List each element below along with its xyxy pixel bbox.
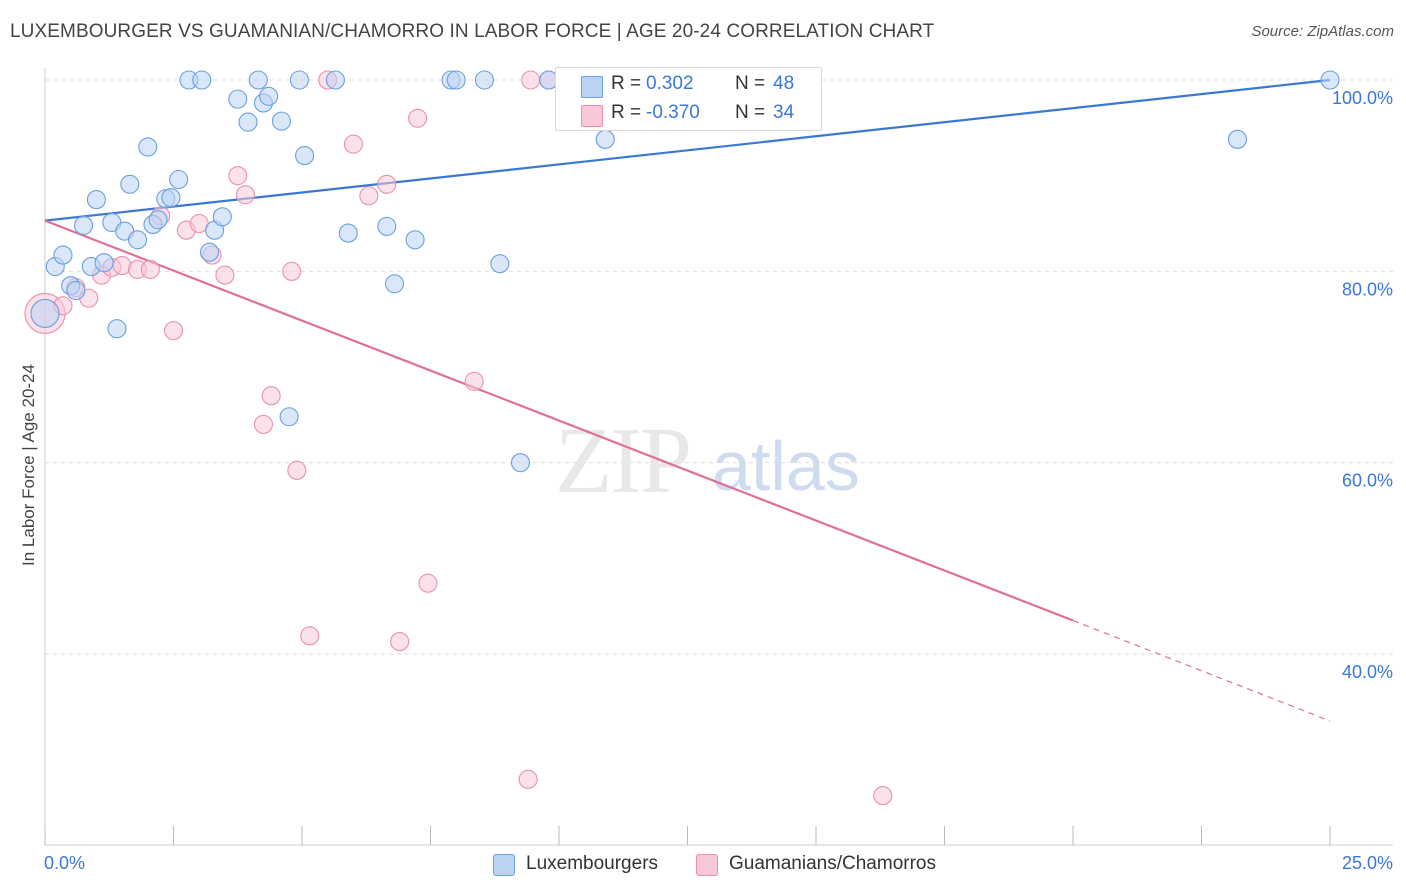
guamanian-point	[282, 261, 302, 281]
luxembourger-point	[377, 216, 397, 236]
guamanian-point	[521, 70, 541, 90]
luxembourger-point	[94, 253, 114, 273]
luxembourger-point	[325, 70, 345, 90]
luxembourger-point	[138, 137, 158, 157]
luxembourger-point	[30, 298, 60, 328]
n-label: N =	[735, 102, 766, 123]
luxembourger-point	[1320, 70, 1340, 90]
guamanian-point	[464, 371, 484, 391]
luxembourger-point	[279, 407, 299, 427]
luxembourger-point	[490, 254, 510, 274]
guamanian-point	[228, 166, 248, 186]
luxembourger-point	[295, 146, 315, 166]
guamanian-point	[287, 460, 307, 480]
x-tick-label: 25.0%	[1342, 853, 1393, 873]
luxembourger-point	[120, 174, 140, 194]
luxembourger-point	[169, 169, 189, 190]
guamanian-point	[377, 174, 397, 194]
luxembourger-point	[595, 129, 615, 149]
guamanian-point	[235, 185, 256, 205]
guamanian-point	[873, 786, 893, 806]
data-points	[24, 70, 1340, 806]
guamanian-trend-extension	[1072, 619, 1331, 722]
luxembourger-point	[474, 70, 495, 90]
watermark: ZIP atlas	[555, 409, 860, 513]
luxembourger-point	[1227, 129, 1248, 149]
luxembourger-point	[86, 190, 106, 210]
legend-row-luxembourgers: R = 0.302 N = 48	[556, 71, 821, 99]
luxembourger-point	[405, 230, 425, 250]
guamanian-point	[215, 265, 235, 285]
y-tick-label: 80.0%	[1342, 279, 1393, 299]
n-value: 34	[773, 102, 795, 123]
luxembourger-point	[161, 188, 181, 208]
guamanian-point	[300, 626, 320, 646]
y-tick-label: 40.0%	[1342, 662, 1393, 682]
luxembourger-point	[53, 245, 73, 265]
grid-lines	[45, 79, 1393, 655]
y-tick-label: 100.0%	[1332, 88, 1393, 108]
luxembourger-point	[199, 242, 220, 262]
series-name: Luxembourgers	[526, 853, 659, 874]
luxembourger-point	[74, 215, 94, 235]
luxembourgers-swatch	[493, 854, 515, 876]
guamanian-point	[343, 134, 363, 154]
x-tick-label: 0.0%	[44, 853, 85, 873]
guamanian-point	[390, 632, 410, 652]
watermark-atlas: atlas	[712, 427, 860, 505]
guamanian-point	[518, 769, 538, 789]
luxembourger-point	[66, 280, 86, 301]
trend-lines	[44, 78, 1331, 722]
guamanian-point	[408, 108, 428, 128]
luxembourger-point	[384, 274, 405, 294]
luxembourger-point	[446, 70, 466, 90]
guamanian-point	[253, 414, 274, 434]
legend-row-guamanians: R = -0.370 N = 34	[556, 100, 821, 128]
series-name: Guamanians/Chamorros	[729, 853, 936, 874]
tick-labels: 40.0% 60.0% 80.0% 100.0% 0.0% 25.0%	[44, 88, 1393, 873]
luxembourger-point	[148, 210, 168, 230]
luxembourger-point	[212, 207, 232, 227]
r-label: R =	[611, 73, 642, 94]
luxembourgers-swatch	[581, 76, 603, 98]
r-label: R =	[611, 102, 642, 123]
r-value: 0.302	[646, 73, 694, 94]
luxembourger-point	[248, 70, 268, 90]
guamanian-point	[418, 573, 438, 593]
luxembourger-trend-line	[44, 78, 1331, 222]
chart-title: LUXEMBOURGER VS GUAMANIAN/CHAMORRO IN LA…	[10, 21, 935, 42]
n-label: N =	[735, 73, 766, 94]
luxembourger-point	[228, 89, 248, 109]
luxembourger-point	[238, 112, 258, 132]
luxembourger-point	[271, 111, 291, 131]
luxembourger-point	[259, 86, 279, 106]
guamanian-point	[261, 386, 281, 406]
legend: R = 0.302 N = 48 R = -0.370 N = 34	[555, 67, 822, 131]
luxembourger-point	[127, 230, 148, 250]
guamanian-trend-line	[44, 219, 1074, 622]
guamanians-swatch	[696, 854, 718, 876]
guamanians-swatch	[581, 105, 603, 127]
luxembourger-point	[338, 223, 358, 243]
luxembourger-point	[192, 70, 212, 90]
n-value: 48	[773, 73, 795, 94]
r-value: -0.370	[646, 102, 700, 123]
luxembourger-point	[289, 70, 309, 90]
guamanian-point	[359, 186, 379, 206]
luxembourger-point	[510, 453, 531, 473]
luxembourger-point	[107, 319, 127, 339]
axes	[44, 68, 1393, 846]
y-tick-label: 60.0%	[1342, 471, 1393, 491]
guamanian-point	[140, 259, 160, 279]
watermark-zip: ZIP	[555, 409, 690, 513]
guamanian-point	[163, 321, 184, 341]
source-credit: Source: ZipAtlas.com	[1251, 23, 1394, 40]
